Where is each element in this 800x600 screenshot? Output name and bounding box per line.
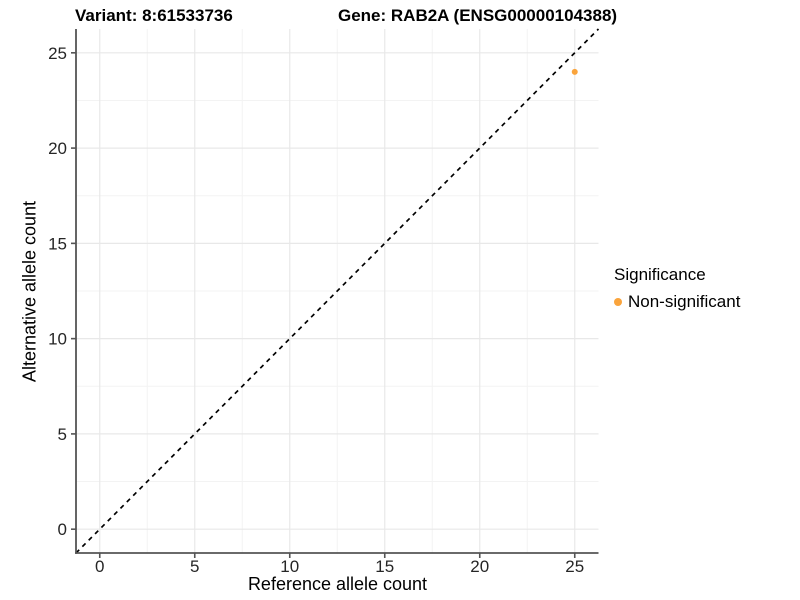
y-tick-label: 25 [48,44,67,63]
x-axis-title: Reference allele count [247,574,428,594]
identity-line [75,28,600,554]
data-point [571,68,578,75]
variant-title: Variant: 8:61533736 [75,6,233,25]
y-tick-label: 15 [48,234,67,253]
x-tick-label: 25 [565,557,584,576]
y-axis-title: Alternative allele count [19,200,40,383]
legend: Significance Non-significant [614,265,740,312]
y-tick-label: 5 [58,425,67,444]
legend-point-icon [614,298,622,306]
gene-title: Gene: RAB2A (ENSG00000104388) [338,6,618,25]
x-tick-label: 0 [95,557,104,576]
x-tick-label: 5 [190,557,199,576]
legend-title: Significance [614,265,706,284]
x-tick-label: 15 [375,557,394,576]
y-tick-label: 0 [58,520,67,539]
y-tick-label: 20 [48,139,67,158]
y-tick-label: 10 [48,330,67,349]
legend-item: Non-significant [614,292,740,312]
x-tick-label: 10 [280,557,299,576]
x-tick-label: 20 [470,557,489,576]
legend-item-label: Non-significant [628,292,741,311]
